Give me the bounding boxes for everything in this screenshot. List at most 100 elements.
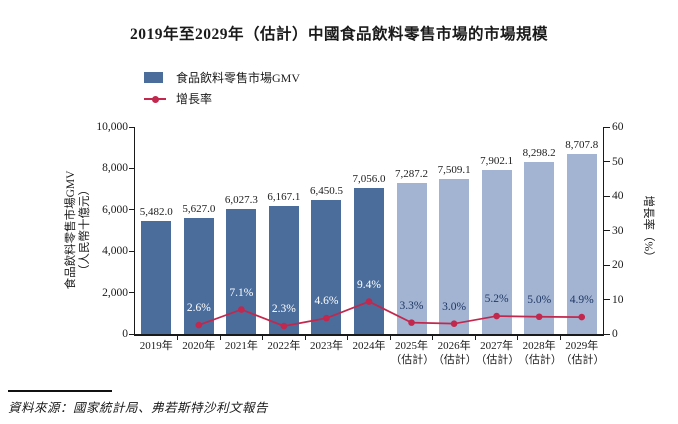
x-axis-label: 2028年 （估計）	[517, 340, 562, 366]
bar-2027年	[481, 170, 512, 334]
growth-line-chart	[195, 298, 586, 330]
left-axis-tick	[129, 167, 135, 169]
right-axis-tick-label: 10	[612, 293, 624, 306]
left-axis-tick-label: 4,000	[102, 245, 128, 258]
gmv-bar-swatch-icon	[144, 72, 163, 83]
x-axis-tick	[559, 336, 561, 340]
left-axis-tick	[129, 292, 135, 294]
bars-layer	[135, 127, 603, 334]
bar-value-label: 6,450.5	[309, 185, 343, 198]
right-axis-tick	[604, 333, 610, 335]
bar-value-label: 5,627.0	[182, 202, 216, 215]
left-axis-title-line1: 食品飲料零售市場GMV	[65, 170, 77, 290]
left-axis-tick-label: 6,000	[102, 203, 128, 216]
legend-gmv-label: 食品飲料零售市場GMV	[176, 71, 301, 85]
left-axis-tick	[129, 250, 135, 252]
right-axis-tick-label: 20	[612, 259, 624, 271]
x-axis-tick	[347, 336, 349, 340]
x-axis-label: 2026年 （估計）	[432, 340, 477, 366]
bar-value-label: 7,056.0	[352, 172, 386, 185]
left-axis-tick-label: 0	[122, 328, 128, 340]
x-axis-label: 2024年	[352, 340, 386, 352]
growth-value-label: 5.0%	[527, 293, 552, 306]
x-axis-tick	[389, 336, 391, 340]
left-axis-title: 食品飲料零售市場GMV （人民幣十億元）	[64, 145, 92, 315]
right-axis-tick	[604, 264, 610, 266]
x-axis-label: 2019年	[139, 340, 173, 352]
left-axis-tick-label: 8,000	[102, 162, 128, 175]
x-axis-label: 2029年 （估計）	[560, 340, 605, 366]
legend-growth-label: 增長率	[176, 92, 213, 106]
growth-value-label: 4.9%	[569, 294, 594, 307]
right-axis-title: 增長率（%）	[642, 195, 654, 263]
growth-value-label: 2.3%	[271, 303, 296, 316]
right-axis-tick-label: 0	[612, 328, 618, 340]
x-axis-label: 2027年 （估計）	[475, 340, 520, 366]
x-axis-tick	[517, 336, 519, 340]
growth-value-label: 7.1%	[229, 286, 254, 299]
right-axis-tick-label: 40	[612, 190, 624, 202]
legend-item-growth: 增長率	[144, 90, 300, 107]
x-axis-tick	[262, 336, 264, 340]
right-axis-tick-label: 50	[612, 155, 624, 168]
growth-value-label: 4.6%	[314, 295, 339, 308]
x-axis-tick	[474, 336, 476, 340]
x-axis-label: 2022年	[267, 340, 301, 352]
bottom-axis-line	[134, 334, 604, 336]
chart-title: 2019年至2029年（估計）中國食品飲料零售市場的市場規模	[129, 26, 548, 43]
labels-layer: 5,482.0 5,627.0 2.6% 6,027.3 7.1% 6,167.1 2.3%…	[135, 127, 603, 334]
legend-item-gmv: 食品飲料零售市場GMV	[144, 69, 300, 86]
growth-value-label: 2.6%	[186, 302, 211, 315]
bar-value-label: 5,482.0	[139, 205, 173, 218]
bar-2024年	[354, 187, 384, 334]
right-axis-tick	[604, 195, 610, 197]
left-axis-tick-label: 2,000	[102, 286, 128, 299]
bar-2028年	[524, 162, 555, 334]
growth-value-label: 9.4%	[357, 278, 381, 291]
bar-2020年	[183, 217, 214, 334]
right-axis-tick	[604, 230, 610, 231]
right-axis-tick-label: 30	[612, 224, 624, 237]
bar-2025年	[396, 183, 427, 334]
x-axis-tick	[219, 336, 221, 340]
left-axis-tick-label: 10,000	[96, 121, 128, 133]
bar-2029年	[566, 153, 597, 334]
bar-value-label: 7,287.2	[395, 168, 429, 181]
bar-value-label: 7,509.1	[437, 163, 471, 176]
bar-value-label: 6,167.1	[267, 191, 301, 204]
bar-2026年	[439, 178, 470, 334]
left-axis-tick	[129, 333, 135, 335]
growth-value-label: 5.2%	[484, 293, 509, 306]
x-axis-label: 2021年	[224, 340, 258, 352]
growth-value-label: 3.0%	[442, 300, 467, 313]
x-axis-label: 2025年 （估計）	[390, 340, 435, 366]
left-axis-tick	[129, 209, 135, 211]
bar-value-label: 8,298.2	[522, 147, 556, 160]
bar-2022年	[268, 206, 299, 334]
plot-area: 5,482.0 5,627.0 2.6% 6,027.3 7.1% 6,167.1 2.3%…	[135, 127, 603, 334]
bar-2023年	[311, 200, 342, 334]
left-axis-title-line2: （人民幣十億元）	[79, 184, 91, 276]
x-axis-tick	[432, 336, 434, 340]
right-axis-tick-label: 60	[612, 121, 624, 133]
left-axis-line	[134, 127, 135, 335]
bar-value-label: 6,027.3	[224, 194, 258, 207]
right-axis-line	[603, 127, 604, 335]
bar-value-label: 8,707.8	[565, 138, 599, 151]
growth-value-label: 3.3%	[399, 299, 424, 312]
x-axis-label: 2023年	[309, 340, 343, 352]
bar-2019年	[141, 220, 172, 334]
source-text: 資料來源：國家統計局、弗若斯特沙利文報告	[8, 401, 269, 415]
legend: 食品飲料零售市場GMV 增長率	[144, 69, 300, 111]
x-axis-tick	[304, 336, 306, 340]
source-divider	[8, 390, 112, 392]
right-axis-tick	[604, 299, 610, 300]
right-axis-tick	[604, 161, 610, 162]
left-axis-tick	[129, 126, 135, 128]
x-axis-labels: 2019年 2020年 2021年 2022年 2023年 2024年 2025年 （估計） 2…	[0, 340, 678, 370]
x-axis-tick	[177, 336, 179, 340]
x-axis-label: 2020年	[182, 340, 216, 352]
right-axis-tick	[604, 126, 610, 128]
growth-line-swatch-icon	[144, 93, 166, 104]
bar-value-label: 7,902.1	[480, 155, 514, 168]
